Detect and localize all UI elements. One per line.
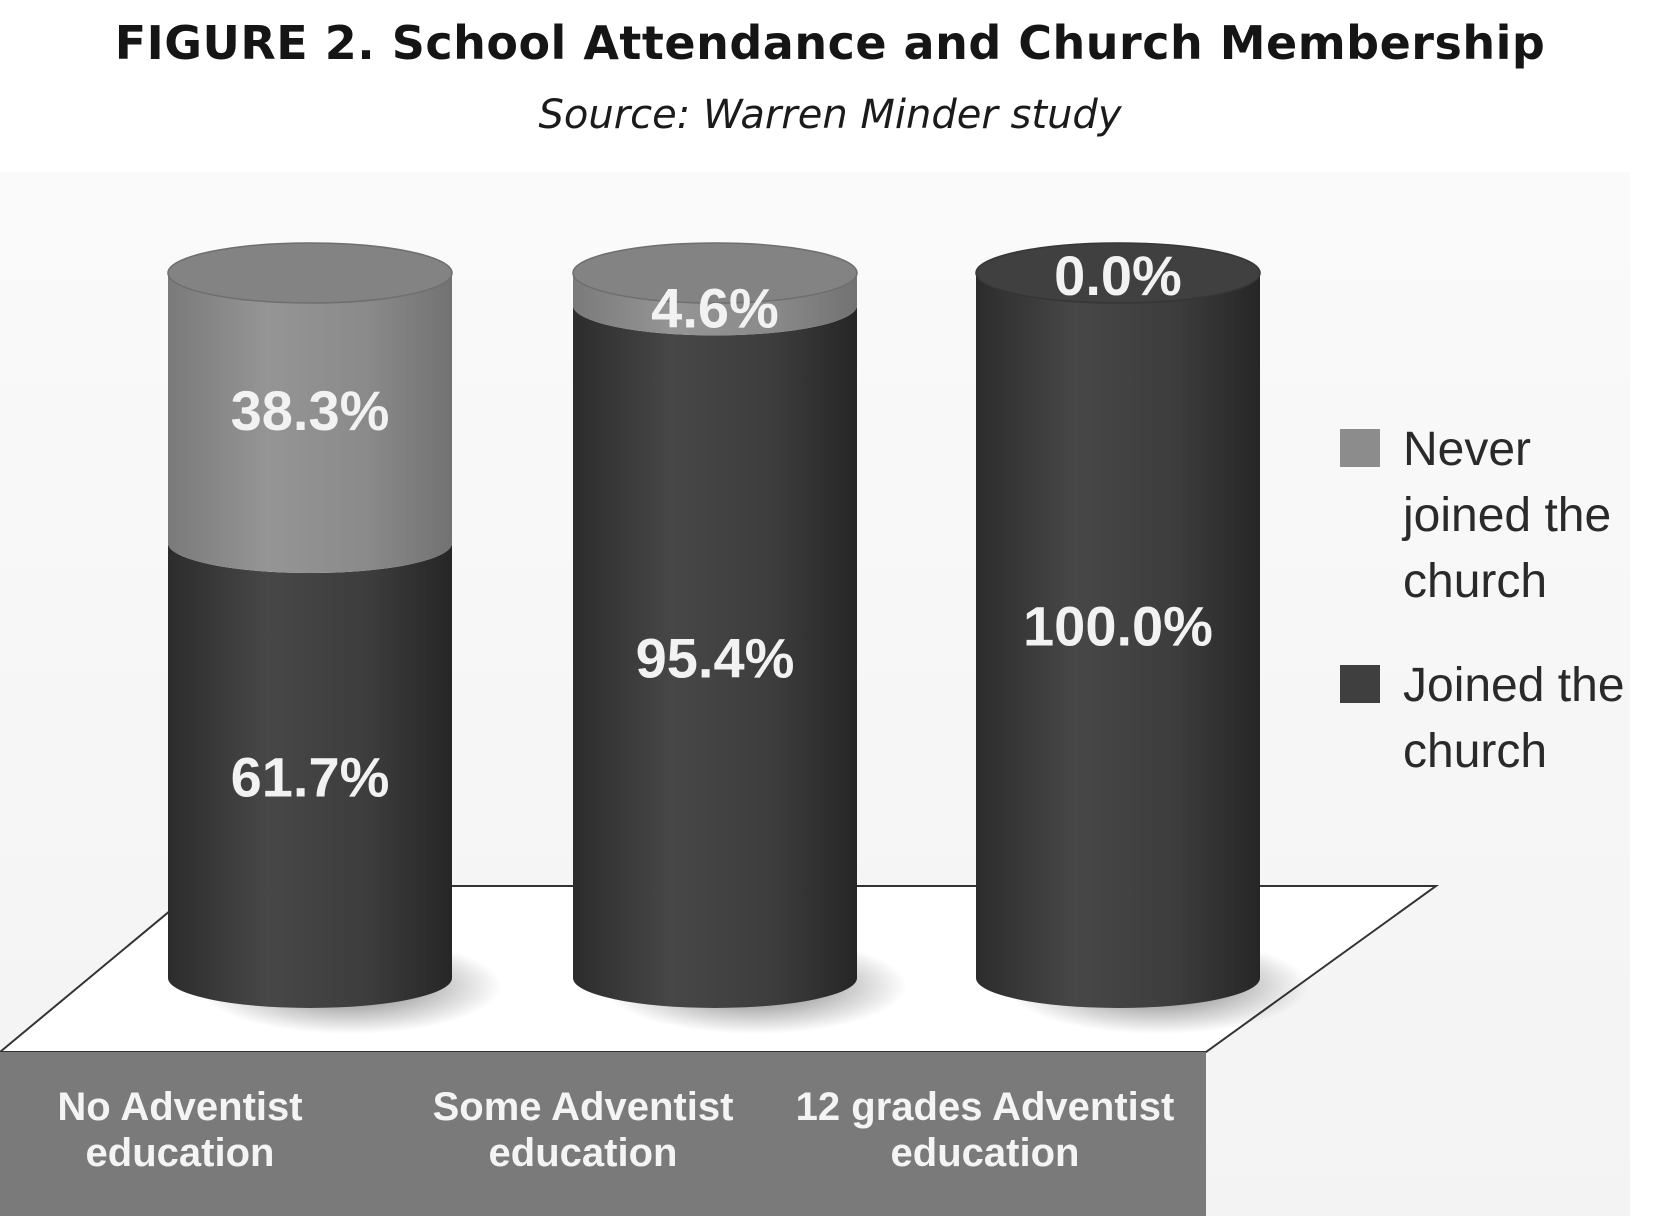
value-label-joined: 95.4% xyxy=(636,627,795,690)
legend-label: church xyxy=(1403,725,1547,778)
legend-label: Joined the xyxy=(1403,659,1625,712)
category-label: education xyxy=(86,1131,275,1175)
cylinder-bar: 61.7% 38.3% xyxy=(167,242,502,1034)
category-label: Some Adventist xyxy=(433,1085,734,1129)
cylinder-chart: 61.7% 38.3% 95.4% 4.6% 100.0% 0.0% No Adventi… xyxy=(0,172,1630,1216)
bar-top-cap xyxy=(572,242,858,304)
value-label-joined: 61.7% xyxy=(231,746,390,809)
value-label-never: 4.6% xyxy=(651,276,779,339)
legend-label: joined the xyxy=(1401,489,1611,542)
legend: Never joined the church Joined the church xyxy=(1340,423,1625,778)
category-label: education xyxy=(891,1131,1080,1175)
figure-title: FIGURE 2. School Attendance and Church M… xyxy=(114,16,1546,70)
category-label: 12 grades Adventist xyxy=(796,1085,1175,1129)
bar-top-cap xyxy=(975,242,1261,304)
legend-label: church xyxy=(1403,555,1547,608)
value-label-joined: 100.0% xyxy=(1023,595,1213,658)
bar-segment-joined xyxy=(976,273,1260,1008)
bar-segment-joined xyxy=(168,543,452,1008)
category-label: education xyxy=(489,1131,678,1175)
value-label-never: 38.3% xyxy=(231,379,390,442)
category-label: No Adventist xyxy=(57,1085,302,1129)
bar-segment-joined xyxy=(573,305,857,1008)
legend-swatch xyxy=(1340,665,1380,703)
value-label-never: 0.0% xyxy=(1054,244,1182,307)
cylinder-bar: 100.0% 0.0% xyxy=(975,242,1310,1034)
legend-swatch xyxy=(1340,429,1380,467)
category-band xyxy=(0,1052,1206,1216)
cylinder-bar: 95.4% 4.6% xyxy=(572,242,907,1034)
legend-label: Never xyxy=(1403,423,1531,476)
figure-source: Source: Warren Minder study xyxy=(538,92,1122,138)
bar-segment-never xyxy=(168,273,452,574)
bar-segment-never xyxy=(573,273,857,336)
bar-top-cap xyxy=(167,242,453,304)
